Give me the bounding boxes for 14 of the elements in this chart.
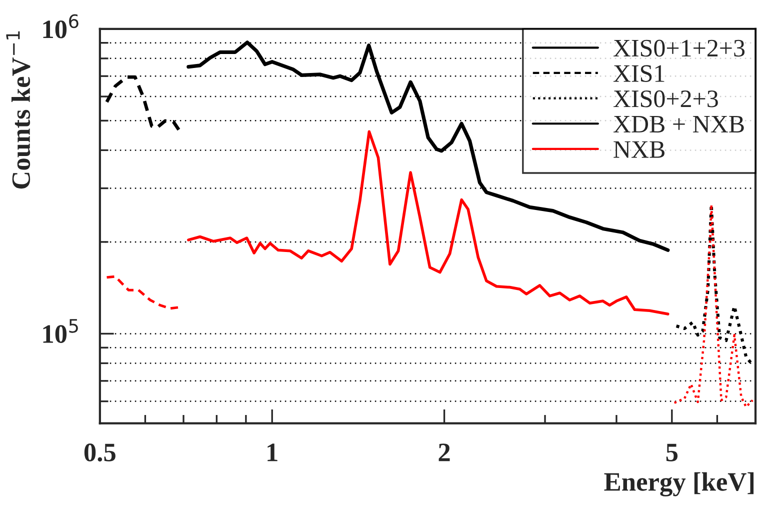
line-series <box>106 275 180 310</box>
x-axis-title: Energy [keV] <box>604 472 754 496</box>
legend-label: XIS1 <box>613 65 664 82</box>
x-tick-label: 2 <box>438 444 450 462</box>
x-tick-label: 5 <box>666 444 678 462</box>
y-tick-label: 10$^{5}$ <box>43 319 78 343</box>
legend-label: XIS0+1+2+3 <box>613 40 745 57</box>
annotation: XDB + NXB <box>613 116 744 132</box>
x-tick-label: 0.5 <box>84 444 116 462</box>
x-tick-label: 1 <box>268 444 278 462</box>
y-axis-title: Counts keV$^{−1}$ <box>6 31 30 189</box>
legend-label: NXB <box>614 141 664 158</box>
legend-label: XIS0+2+3 <box>613 90 718 108</box>
y-tick-label: 10$^{6}$ <box>43 14 78 38</box>
